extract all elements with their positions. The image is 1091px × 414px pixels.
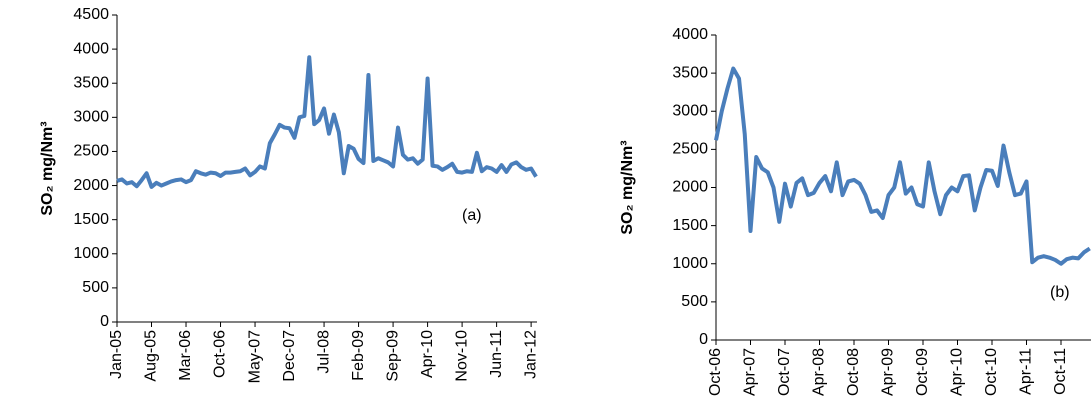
x-tick-label: Apr-10 <box>949 348 966 396</box>
x-tick-label: Apr-09 <box>880 348 897 396</box>
y-tick-label: 3500 <box>73 74 109 91</box>
y-tick-label: 4000 <box>672 26 708 43</box>
x-tick-label: Oct-11 <box>1052 348 1069 395</box>
data-line <box>714 66 1091 266</box>
x-tick-label: Jan-05 <box>108 330 125 379</box>
x-tick-label: Apr-08 <box>811 348 828 396</box>
y-tick-label: 4000 <box>73 40 109 57</box>
x-tick-label: Oct-07 <box>776 348 793 396</box>
y-tick-label: 2000 <box>73 177 109 194</box>
y-tick-label: 1500 <box>672 217 708 234</box>
x-tick-label: Nov-10 <box>453 330 470 382</box>
data-line <box>116 55 538 189</box>
y-tick-label: 1500 <box>73 211 109 228</box>
x-tick-label: Feb-09 <box>350 330 367 381</box>
y-tick-label: 3000 <box>73 109 109 126</box>
x-tick-label: Jul-08 <box>315 330 332 374</box>
y-tick-label: 3500 <box>672 64 708 81</box>
y-tick-label: 0 <box>699 331 708 348</box>
y-axis-label: SO₂ mg/Nm³ <box>619 140 636 234</box>
x-tick-label: Jun-11 <box>488 330 505 378</box>
y-axis-label: SO₂ mg/Nm³ <box>39 121 56 215</box>
x-tick-label: Aug-05 <box>143 330 160 382</box>
y-tick-label: 500 <box>82 279 109 296</box>
x-tick-label: Oct-08 <box>845 348 862 396</box>
x-tick-label: Jan-12 <box>522 330 539 379</box>
y-tick-label: 2000 <box>672 179 708 196</box>
x-tick-label: Oct-09 <box>914 348 931 396</box>
x-tick-label: Mar-06 <box>177 330 194 381</box>
annotation: (a) <box>462 207 482 224</box>
x-tick-label: May-07 <box>246 330 263 383</box>
x-tick-label: Apr-07 <box>742 348 759 396</box>
x-tick-label: Oct-06 <box>212 330 229 378</box>
y-tick-label: 1000 <box>672 255 708 272</box>
y-tick-label: 2500 <box>73 143 109 160</box>
y-tick-label: 2500 <box>672 141 708 158</box>
y-tick-label: 0 <box>100 313 109 330</box>
x-tick-label: Dec-07 <box>281 330 298 382</box>
x-tick-label: Apr-11 <box>1018 348 1035 395</box>
x-tick-label: Sep-09 <box>384 330 401 382</box>
x-tick-label: Oct-06 <box>707 348 724 396</box>
x-tick-label: Oct-10 <box>983 348 1000 396</box>
y-tick-label: 1000 <box>73 245 109 262</box>
x-tick-label: Apr-10 <box>419 330 436 378</box>
y-tick-label: 4500 <box>73 6 109 23</box>
y-tick-label: 3000 <box>672 102 708 119</box>
annotation: (b) <box>1050 284 1070 301</box>
y-tick-label: 500 <box>681 293 708 310</box>
